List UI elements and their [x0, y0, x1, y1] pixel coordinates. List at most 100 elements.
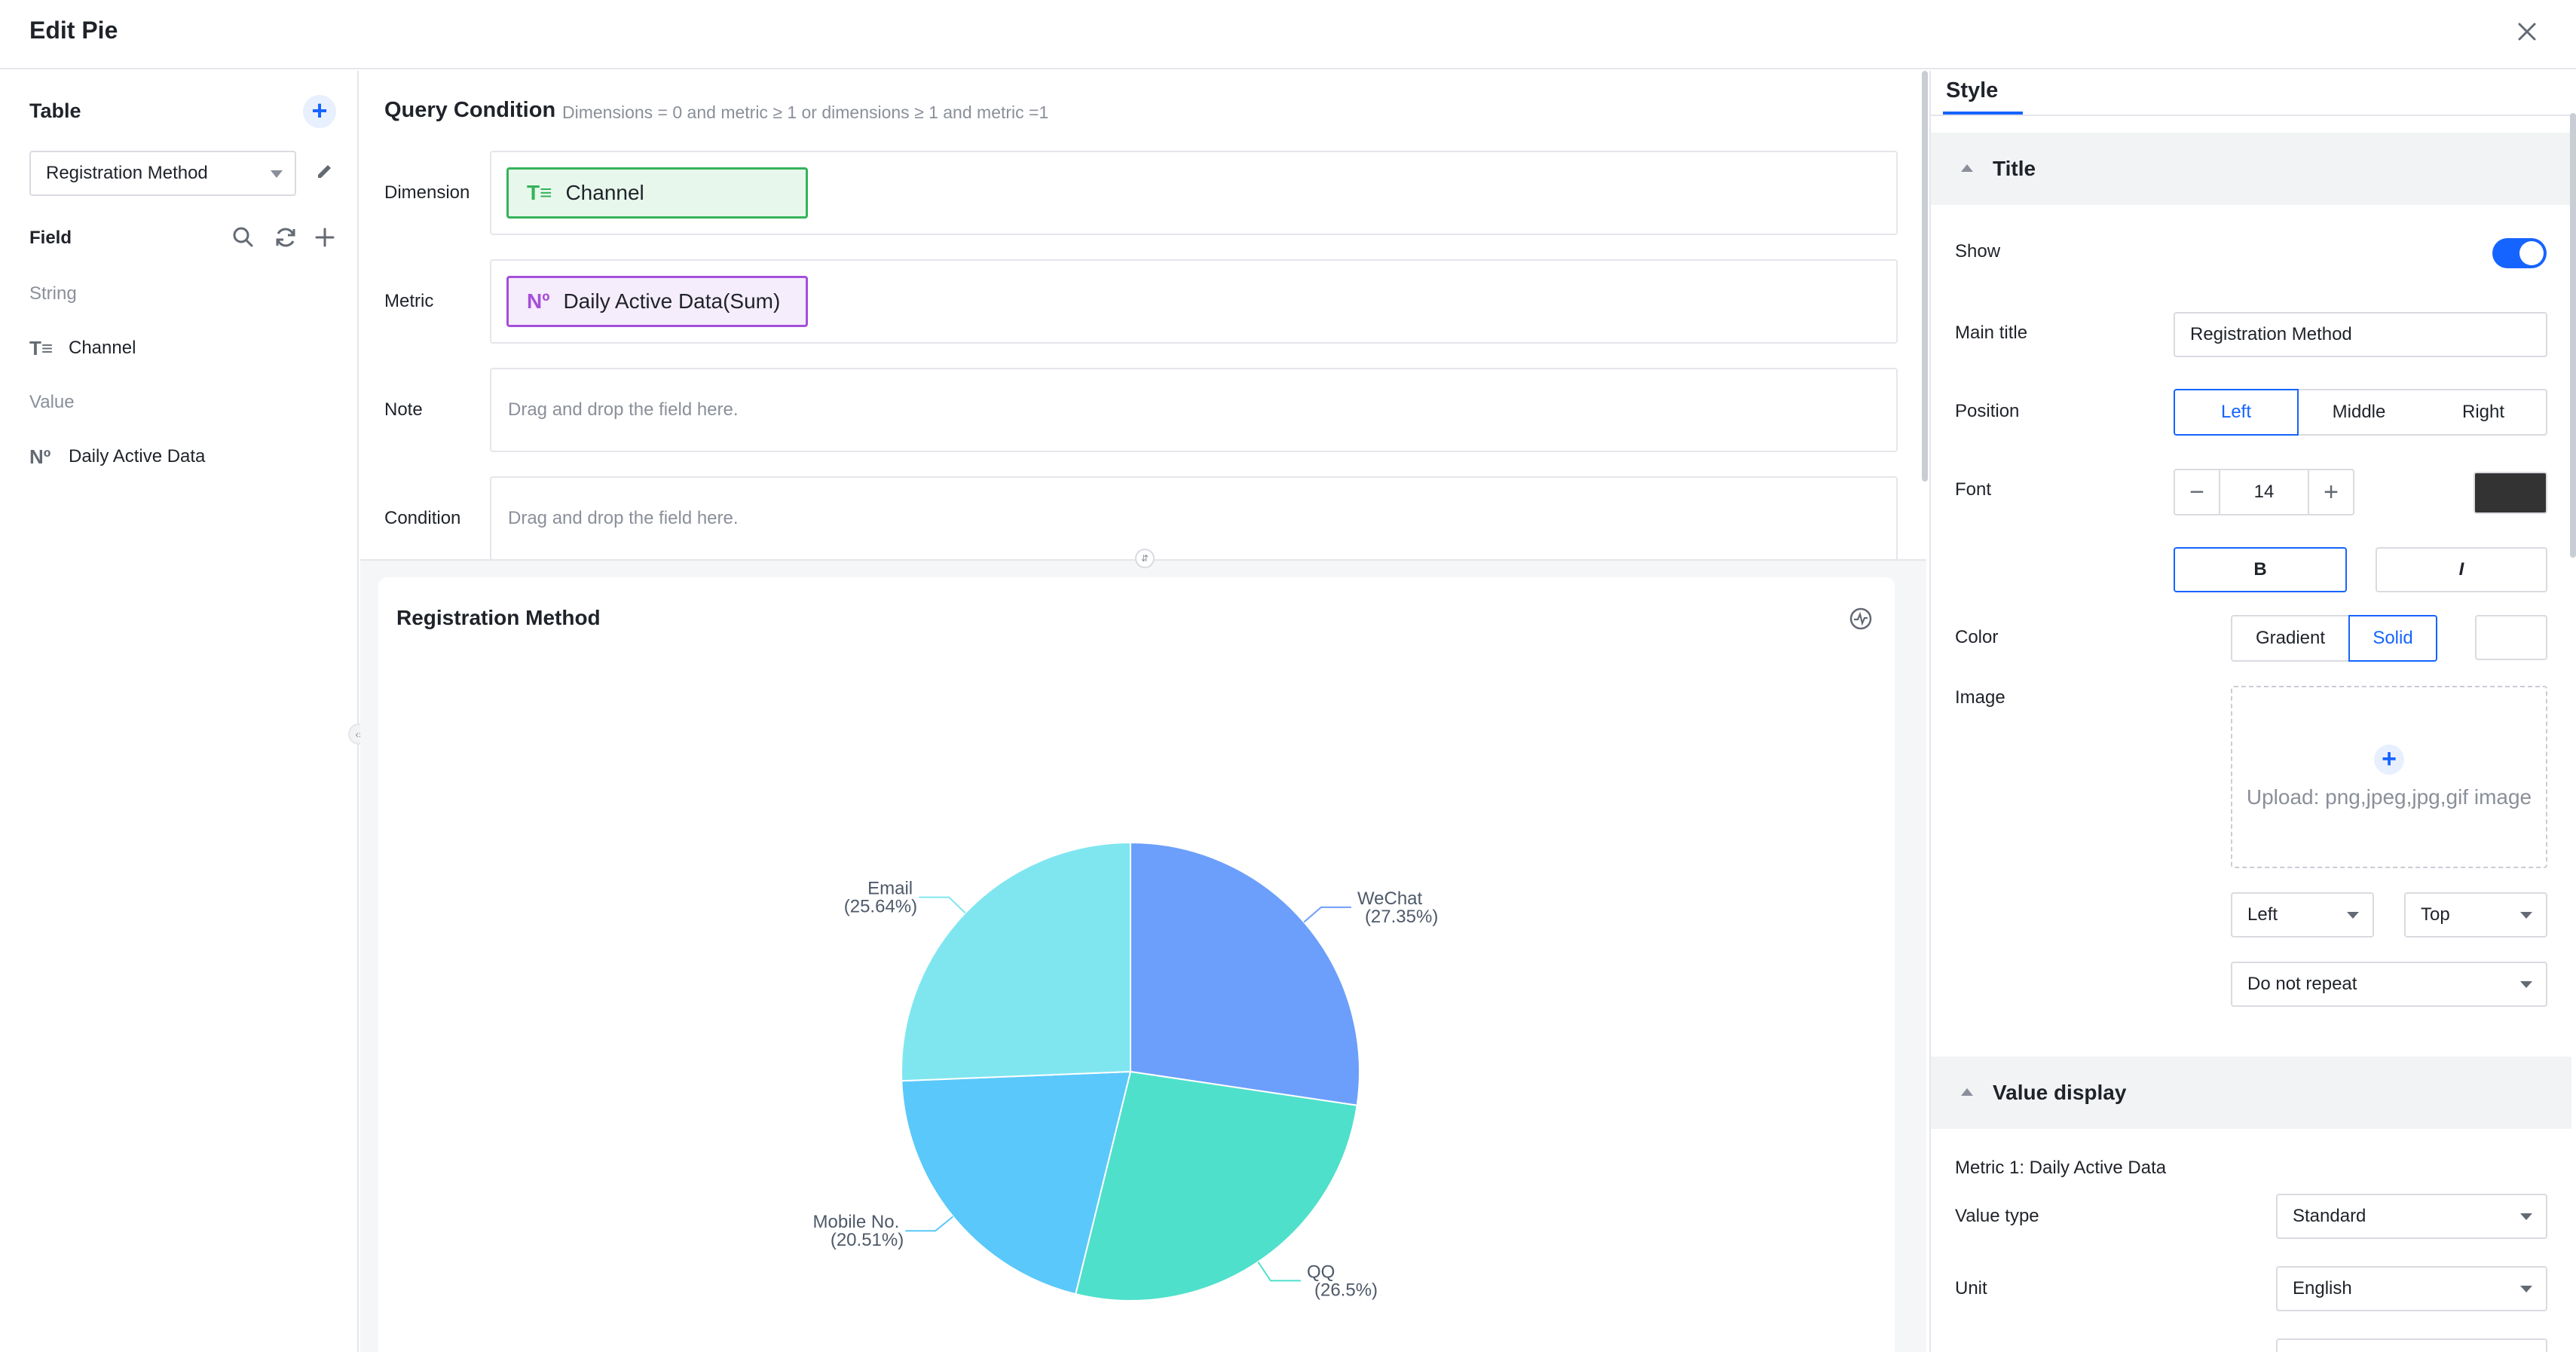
bold-button[interactable]: B — [2174, 547, 2347, 592]
next-select[interactable] — [2276, 1338, 2547, 1352]
unit-label: Unit — [1955, 1278, 1987, 1298]
show-label: Show — [1955, 241, 2001, 262]
pie-label-category: Mobile No. — [813, 1212, 900, 1232]
pie-label-category: QQ — [1307, 1262, 1335, 1282]
dimension-chip-label: Channel — [565, 181, 644, 204]
chart-title: Registration Method — [396, 606, 601, 629]
add-table-button[interactable]: + — [303, 95, 336, 128]
note-label: Note — [384, 399, 423, 420]
image-v-align-value: Top — [2421, 904, 2450, 925]
pie-slice-mobile-no[interactable] — [901, 1070, 1132, 1295]
query-condition-section: Query Condition Dimensions = 0 and metri… — [360, 71, 1926, 561]
dimension-chip-channel[interactable]: T≡ Channel — [506, 167, 808, 219]
pie-slice-qq[interactable] — [1074, 1070, 1358, 1302]
image-h-align-value: Left — [2247, 904, 2278, 925]
condition-label: Condition — [384, 508, 461, 528]
image-horizontal-align-select[interactable]: Left — [2231, 892, 2374, 938]
legend-label[interactable]: Mobile No. — [1140, 1350, 1219, 1352]
add-field-icon[interactable] — [311, 223, 339, 252]
text-field-icon: T≡ — [527, 181, 552, 204]
value-display-section-header[interactable]: Value display — [1931, 1057, 2571, 1129]
increase-font-button[interactable]: + — [2308, 470, 2353, 514]
dialog-title: Edit Pie — [29, 17, 118, 44]
tab-divider — [1931, 115, 2576, 116]
color-gradient-button[interactable]: Gradient — [2231, 615, 2350, 662]
number-field-icon: Nº — [527, 289, 550, 313]
metric-line-label: Metric 1: Daily Active Data — [1955, 1158, 2167, 1178]
query-title: Query Condition — [384, 98, 556, 122]
collapse-icon — [1961, 164, 1973, 172]
field-item-label: Channel — [69, 338, 136, 358]
table-select-value: Registration Method — [46, 163, 208, 183]
dimension-dropzone[interactable]: T≡ Channel — [490, 151, 1898, 235]
decrease-font-button[interactable]: − — [2175, 470, 2220, 514]
chevron-down-icon — [2520, 1213, 2532, 1220]
table-section-title: Table — [29, 99, 81, 122]
note-dropzone[interactable]: Drag and drop the field here. — [490, 368, 1898, 452]
pie-label-leader — [1257, 1261, 1301, 1282]
field-item-channel[interactable]: T≡ Channel — [29, 333, 136, 363]
tab-style[interactable]: Style — [1946, 78, 1999, 102]
note-placeholder: Drag and drop the field here. — [508, 399, 739, 420]
main-title-label: Main title — [1955, 323, 2028, 343]
font-color-swatch[interactable] — [2474, 472, 2547, 514]
pie-label-leader — [905, 1216, 954, 1232]
font-size-value: 14 — [2253, 482, 2275, 502]
upload-hint: Upload: png,jpeg,jpg,gif image — [2246, 785, 2532, 809]
color-solid-button[interactable]: Solid — [2348, 615, 2437, 662]
italic-button[interactable]: I — [2376, 547, 2547, 592]
main-title-input[interactable]: Registration Method — [2174, 312, 2547, 357]
condition-dropzone[interactable]: Drag and drop the field here. — [490, 476, 1898, 561]
search-icon[interactable] — [229, 223, 258, 252]
image-repeat-select[interactable]: Do not repeat — [2231, 962, 2547, 1007]
metric-dropzone[interactable]: Nº Daily Active Data(Sum) — [490, 259, 1898, 344]
pie-label-percent: (27.35%) — [1365, 907, 1438, 927]
position-middle-button[interactable]: Middle — [2297, 389, 2422, 436]
pencil-icon[interactable] — [312, 158, 338, 184]
metric-chip-label: Daily Active Data(Sum) — [563, 289, 781, 313]
image-repeat-value: Do not repeat — [2247, 974, 2357, 994]
position-left-button[interactable]: Left — [2174, 389, 2299, 436]
main-title-value: Registration Method — [2190, 324, 2352, 344]
font-label: Font — [1955, 479, 1992, 500]
editor-scrollbar[interactable] — [1922, 71, 1928, 482]
metric-label: Metric — [384, 291, 434, 311]
value-type-select[interactable]: Standard — [2276, 1194, 2547, 1239]
pie-slice-email[interactable] — [901, 841, 1131, 1082]
condition-placeholder: Drag and drop the field here. — [508, 508, 739, 528]
show-title-toggle[interactable] — [2492, 238, 2547, 268]
image-upload-area[interactable]: + Upload: png,jpeg,jpg,gif image — [2231, 686, 2547, 868]
metric-chip-daily-active-data[interactable]: Nº Daily Active Data(Sum) — [506, 276, 808, 327]
legend-label[interactable]: Email — [1271, 1350, 1312, 1352]
chevron-down-icon — [2520, 912, 2532, 919]
font-size-stepper[interactable]: − 14 + — [2174, 469, 2354, 515]
position-label: Position — [1955, 401, 2020, 421]
collapse-icon — [1961, 1088, 1973, 1096]
query-resize-handle[interactable]: ⇵ — [1135, 549, 1155, 568]
refresh-icon[interactable] — [271, 223, 300, 252]
pie-label-leader — [919, 896, 966, 914]
pie-slice-wechat[interactable] — [1130, 841, 1360, 1106]
chevron-down-icon — [2520, 1286, 2532, 1292]
title-section-header[interactable]: Title — [1931, 133, 2571, 205]
legend-label[interactable]: QQ — [1081, 1350, 1106, 1352]
editor-panel: Query Condition Dimensions = 0 and metri… — [360, 71, 1926, 1352]
position-right-button[interactable]: Right — [2421, 389, 2547, 436]
title-color-swatch[interactable] — [2475, 615, 2547, 660]
image-vertical-align-select[interactable]: Top — [2404, 892, 2547, 938]
pie-label-percent: (26.5%) — [1314, 1280, 1378, 1300]
chart-analysis-icon[interactable] — [1848, 606, 1874, 632]
style-panel-scrollbar[interactable] — [2570, 113, 2576, 558]
table-select[interactable]: Registration Method — [29, 151, 296, 196]
value-type-value: Standard — [2293, 1206, 2366, 1226]
dimension-label: Dimension — [384, 182, 470, 203]
unit-select[interactable]: English — [2276, 1266, 2547, 1311]
dialog-header: Edit Pie — [0, 0, 2576, 69]
field-item-daily-active-data[interactable]: Nº Daily Active Data — [29, 442, 205, 472]
legend-label[interactable]: WeChat — [986, 1350, 1045, 1352]
field-panel: Table + Registration Method Field String… — [0, 71, 359, 1352]
color-label: Color — [1955, 627, 1999, 647]
chart-preview-card: Registration Method WeChat (27.35%) QQ (26.… — [378, 577, 1895, 1352]
close-icon[interactable] — [2512, 17, 2542, 47]
image-label: Image — [1955, 687, 2005, 708]
